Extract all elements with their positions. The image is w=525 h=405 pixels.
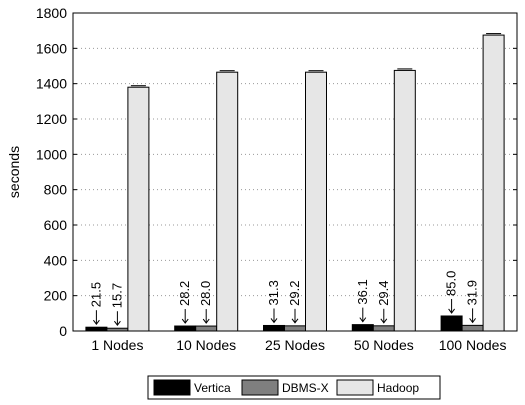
label-arrow-head <box>359 317 367 323</box>
x-tick-label: 100 Nodes <box>439 337 507 353</box>
bar-dbms-x <box>461 324 484 332</box>
bar-hadoop <box>393 69 416 332</box>
label-arrow-head <box>291 318 299 324</box>
data-label: 29.4 <box>376 280 391 305</box>
bar-vertica <box>263 324 285 332</box>
legend-label: DBMS-X <box>282 381 329 395</box>
data-label: 85.0 <box>444 271 459 296</box>
y-tick-label: 200 <box>44 288 68 304</box>
data-label: 31.3 <box>266 280 281 305</box>
legend-label: Hadoop <box>377 381 419 395</box>
bar-hadoop <box>482 34 505 332</box>
bar-hadoop <box>305 71 327 332</box>
label-arrow-head <box>114 320 121 327</box>
label-arrow-head <box>448 308 456 314</box>
data-label: 29.2 <box>287 281 302 306</box>
label-arrow-head <box>202 318 210 324</box>
bar-vertica <box>85 326 108 332</box>
x-tick-label: 10 Nodes <box>176 337 236 353</box>
y-tick-label: 400 <box>44 252 68 268</box>
y-tick-label: 800 <box>44 182 68 198</box>
x-tick-label: 50 Nodes <box>354 337 414 353</box>
y-tick-label: 600 <box>44 217 68 233</box>
legend-swatch-vertica <box>153 379 191 396</box>
data-label: 31.9 <box>465 280 480 305</box>
legend-label: Vertica <box>194 381 231 395</box>
bar-dbms-x <box>195 325 218 332</box>
legend-swatch-dbms-x <box>241 379 279 396</box>
label-arrow-head <box>181 318 189 324</box>
y-axis: 0 200 400 600 800 1000 1200 1400 1600 1800 seconds <box>6 5 517 339</box>
bar-vertica <box>174 325 197 332</box>
y-tick-label: 1000 <box>36 146 67 162</box>
bars <box>85 33 505 332</box>
y-tick-label: 1800 <box>36 5 67 21</box>
legend: Vertica DBMS-X Hadoop <box>147 375 441 400</box>
legend-swatch-hadoop <box>336 379 374 396</box>
bar-vertica <box>351 324 374 332</box>
label-arrow-head <box>93 319 100 326</box>
x-tick-label: 25 Nodes <box>265 337 325 353</box>
bar-hadoop <box>127 86 150 332</box>
label-arrow-head <box>270 318 278 324</box>
label-arrow-head <box>380 318 388 324</box>
bar-dbms-x <box>372 325 395 332</box>
x-axis: 1 Nodes 10 Nodes 25 Nodes 50 Nodes 100 Nodes <box>91 337 506 353</box>
data-label: 28.0 <box>198 281 213 306</box>
data-label: 15.7 <box>109 283 124 308</box>
y-tick-label: 1600 <box>36 40 67 56</box>
label-arrow-head <box>469 318 477 324</box>
bar-vertica <box>440 315 463 332</box>
y-axis-label: seconds <box>6 146 22 198</box>
bar-hadoop <box>216 71 239 332</box>
y-tick-label: 0 <box>59 323 67 339</box>
data-label: 36.1 <box>355 279 370 304</box>
bar-dbms-x <box>284 325 306 332</box>
plot-frame <box>72 12 518 332</box>
data-label: 21.5 <box>88 282 103 307</box>
y-tick-label: 1200 <box>36 111 67 127</box>
x-tick-label: 1 Nodes <box>91 337 143 353</box>
data-labels: 21.5 15.7 28.2 28.0 31.3 29.2 36.1 29.4 85.0 31.9 <box>88 271 480 327</box>
y-tick-label: 1400 <box>36 76 67 92</box>
data-label: 28.2 <box>177 281 192 306</box>
